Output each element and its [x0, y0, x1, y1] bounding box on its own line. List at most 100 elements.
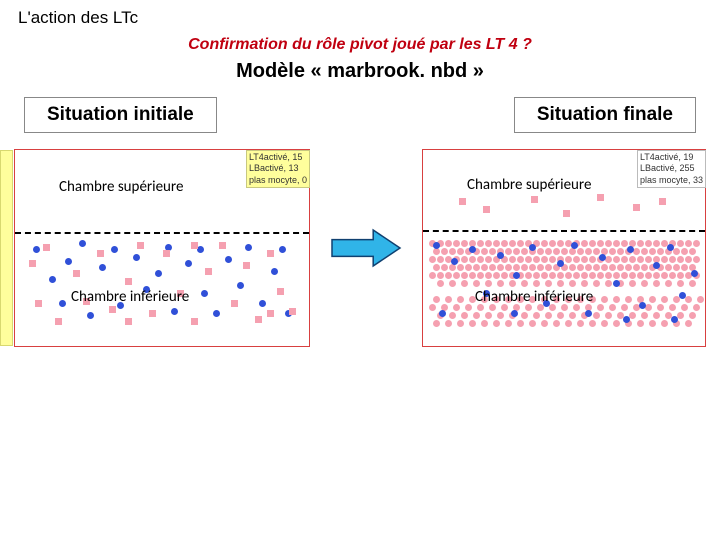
cell-pink	[673, 264, 680, 271]
cell-pink	[517, 296, 524, 303]
cell-pink	[35, 300, 42, 307]
cell-blue	[599, 254, 606, 261]
cell-pink	[525, 256, 532, 263]
cell-pink	[613, 240, 620, 247]
cell-blue	[497, 252, 504, 259]
cell-blue	[585, 310, 592, 317]
cell-pink	[693, 304, 700, 311]
cell-blue	[87, 312, 94, 319]
cell-pink	[637, 320, 644, 327]
cell-pink	[581, 240, 588, 247]
cell-pink	[497, 280, 504, 287]
cell-pink	[461, 312, 468, 319]
cell-blue	[679, 292, 686, 299]
cell-pink	[677, 272, 684, 279]
cell-pink	[267, 310, 274, 317]
cell-pink	[509, 240, 516, 247]
cell-blue	[155, 270, 162, 277]
cell-blue	[529, 244, 536, 251]
cell-pink	[289, 308, 296, 315]
cell-pink	[605, 312, 612, 319]
cell-blue	[667, 244, 674, 251]
cell-blue	[171, 308, 178, 315]
membrane-divider	[423, 230, 705, 232]
page-title: L'action des LTc	[0, 0, 720, 32]
cell-pink	[545, 248, 552, 255]
cell-pink	[589, 240, 596, 247]
cell-pink	[665, 264, 672, 271]
cell-pink	[565, 320, 572, 327]
cell-pink	[485, 256, 492, 263]
cell-pink	[581, 256, 588, 263]
cell-pink	[453, 240, 460, 247]
cell-blue	[185, 260, 192, 267]
cell-pink	[541, 256, 548, 263]
cell-pink	[637, 256, 644, 263]
cell-pink	[641, 248, 648, 255]
cell-pink	[641, 264, 648, 271]
cell-pink	[677, 256, 684, 263]
initial-panel-wrap: LT4activé, 15 LBactivé, 13 plas mocyte, …	[14, 149, 310, 347]
cell-pink	[597, 272, 604, 279]
cell-pink	[449, 264, 456, 271]
cell-blue	[483, 290, 490, 297]
cell-pink	[621, 256, 628, 263]
cell-pink	[83, 298, 90, 305]
cell-pink	[429, 256, 436, 263]
cell-pink	[541, 320, 548, 327]
cell-pink	[137, 242, 144, 249]
cell-blue	[49, 276, 56, 283]
cell-blue	[691, 270, 698, 277]
cell-pink	[613, 256, 620, 263]
cell-pink	[477, 304, 484, 311]
cell-pink	[613, 320, 620, 327]
cell-pink	[565, 296, 572, 303]
cell-pink	[481, 248, 488, 255]
cell-pink	[585, 264, 592, 271]
legend-line: LBactivé, 255	[640, 163, 703, 174]
cell-pink	[521, 264, 528, 271]
cell-pink	[497, 264, 504, 271]
membrane-divider	[15, 232, 309, 234]
chamber-upper-label: Chambre supérieure	[467, 176, 591, 194]
cell-pink	[629, 312, 636, 319]
cell-pink	[469, 272, 476, 279]
cell-pink	[641, 280, 648, 287]
cell-pink	[565, 272, 572, 279]
cell-pink	[477, 240, 484, 247]
cell-pink	[469, 256, 476, 263]
cell-blue	[511, 310, 518, 317]
cell-pink	[505, 248, 512, 255]
cell-pink	[493, 296, 500, 303]
cell-pink	[191, 242, 198, 249]
cell-pink	[457, 320, 464, 327]
cell-pink	[509, 256, 516, 263]
cell-pink	[517, 240, 524, 247]
cell-pink	[577, 296, 584, 303]
cell-pink	[473, 264, 480, 271]
cell-pink	[685, 320, 692, 327]
cell-pink	[501, 304, 508, 311]
model-name: Modèle « marbrook. nbd »	[0, 60, 720, 97]
cell-pink	[577, 320, 584, 327]
cell-pink	[661, 296, 668, 303]
cell-pink	[637, 240, 644, 247]
cell-pink	[589, 272, 596, 279]
cell-pink	[601, 296, 608, 303]
cell-pink	[255, 316, 262, 323]
cell-pink	[531, 196, 538, 203]
cell-pink	[517, 320, 524, 327]
cell-pink	[585, 248, 592, 255]
cell-pink	[677, 312, 684, 319]
cell-pink	[553, 248, 560, 255]
cell-pink	[533, 256, 540, 263]
cell-pink	[605, 256, 612, 263]
cell-pink	[429, 272, 436, 279]
cell-pink	[125, 318, 132, 325]
cell-pink	[557, 312, 564, 319]
cell-pink	[529, 264, 536, 271]
cell-blue	[79, 240, 86, 247]
cell-pink	[625, 264, 632, 271]
cell-pink	[649, 296, 656, 303]
cell-pink	[569, 248, 576, 255]
